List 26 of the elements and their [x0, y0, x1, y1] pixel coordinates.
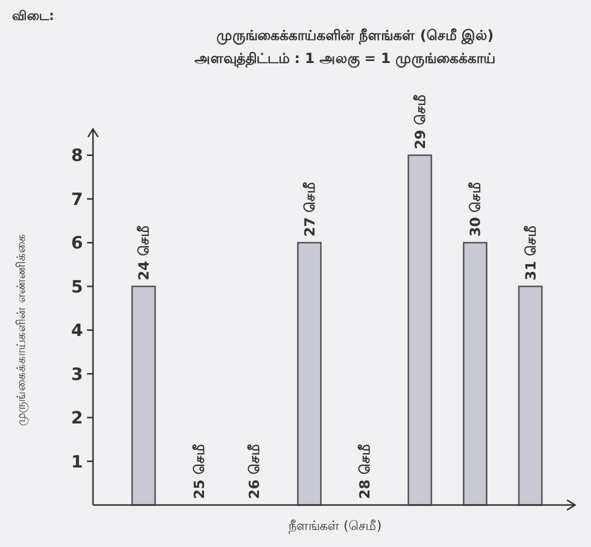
x-tick-label: 26 செமீ — [247, 444, 264, 499]
bar — [297, 242, 322, 506]
x-tick-label: 30 செமீ — [468, 181, 484, 237]
bar — [408, 154, 432, 506]
y-tick-label: 2 — [71, 408, 83, 429]
x-tick-label: 24 செமீ — [136, 225, 153, 280]
y-tick-label: 4 — [71, 321, 84, 342]
chart-subtitle: அளவுத்திட்டம் : 1 அலகு = 1 முருங்கைக்காய் — [194, 51, 496, 68]
y-tick-label: 8 — [71, 146, 83, 166]
x-tick-label: 29 செமீ — [412, 94, 429, 150]
text: விடை: — [12, 9, 54, 24]
y-tick-label: 1 — [71, 452, 83, 472]
bar — [462, 242, 488, 506]
y-tick-label: 5 — [71, 277, 83, 298]
y-tick-label: 6 — [71, 234, 83, 254]
y-axis-title: முருங்கைக்காய்களின் எண்ணிக்கை — [14, 234, 29, 426]
x-tick-label: 25 செமீ — [192, 444, 208, 499]
x-tick-label: 28 செமீ — [358, 444, 374, 499]
x-axis-title: நீளங்கள் (செமீ) — [288, 519, 382, 534]
x-tick-label: 27 செமீ — [302, 181, 318, 237]
bar — [518, 286, 543, 506]
x-tick-label: 31 செமீ — [523, 225, 540, 280]
y-tick-label: 3 — [71, 364, 83, 385]
chart-title: முருங்கைக்காய்களின் நீளங்கள் (செமீ இல்) — [216, 28, 494, 45]
y-tick-label: 7 — [71, 190, 83, 210]
bar — [131, 286, 156, 506]
